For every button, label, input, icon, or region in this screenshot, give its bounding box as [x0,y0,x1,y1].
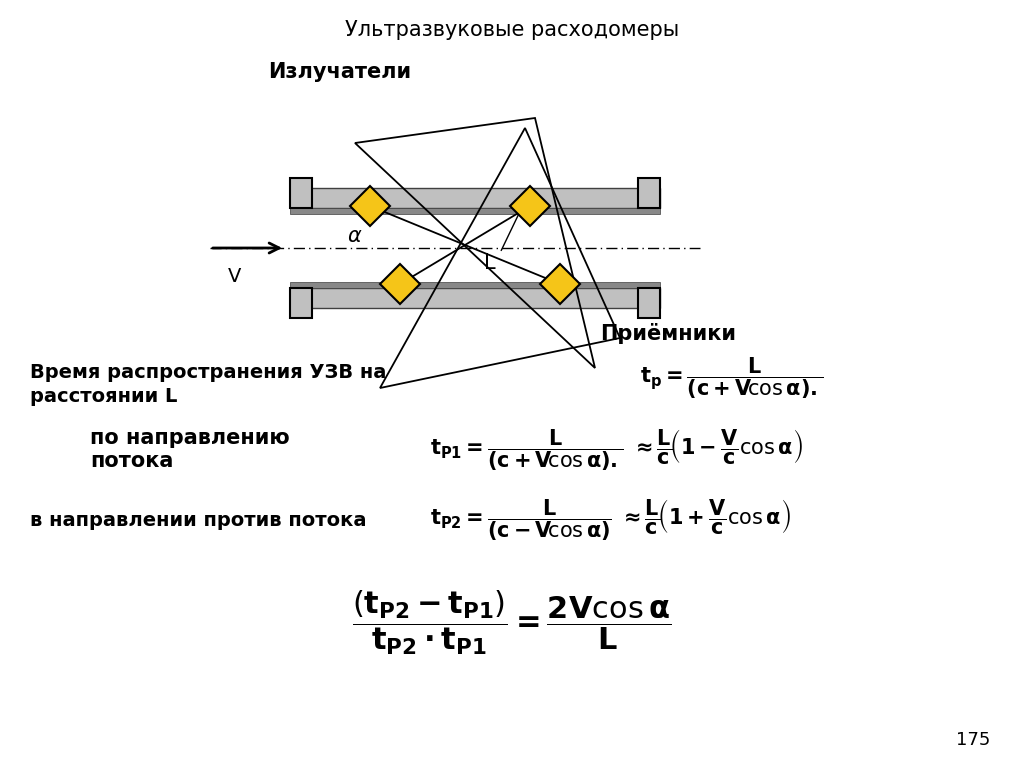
Text: Время распространения УЗВ на: Время распространения УЗВ на [30,363,386,382]
Polygon shape [380,264,420,304]
Text: Ультразвуковые расходомеры: Ультразвуковые расходомеры [345,20,679,40]
Text: в направлении против потока: в направлении против потока [30,511,367,529]
Text: V: V [228,266,242,286]
Bar [290,178,312,208]
Polygon shape [540,264,580,304]
Text: Приёмники: Приёмники [600,323,736,343]
Text: потока: потока [90,451,173,471]
Bar [290,282,660,288]
Text: Излучатели: Излучатели [268,62,412,82]
Text: $\mathbf{t_{P2} = \dfrac{L}{(c - V\!\cos\alpha)}\ \approx \dfrac{L}{c}\!\left(1 : $\mathbf{t_{P2} = \dfrac{L}{(c - V\!\cos… [430,497,791,543]
Bar [290,208,660,214]
Text: $\mathbf{t_p = \dfrac{L}{(c + V\!\cos\alpha).}}$: $\mathbf{t_p = \dfrac{L}{(c + V\!\cos\al… [640,356,823,401]
Text: $\mathbf{t_{P1} = \dfrac{L}{(c + V\!\cos\alpha).}\ \approx \dfrac{L}{c}\!\left(1: $\mathbf{t_{P1} = \dfrac{L}{(c + V\!\cos… [430,427,803,473]
Text: L: L [484,253,496,273]
Bar [638,178,660,208]
Text: расстоянии L: расстоянии L [30,386,177,406]
Polygon shape [510,186,550,226]
Bar [638,288,660,318]
Text: 175: 175 [955,731,990,749]
Bar [290,288,660,308]
Text: $\mathbf{\dfrac{\left(t_{P2} - t_{P1}\right)}{t_{P2} \cdot t_{P1}} = \dfrac{2V\c: $\mathbf{\dfrac{\left(t_{P2} - t_{P1}\ri… [352,588,672,657]
Text: $\alpha$: $\alpha$ [347,226,362,246]
Polygon shape [350,186,390,226]
Bar [290,188,660,208]
Bar [290,288,312,318]
Text: по направлению: по направлению [90,428,290,448]
